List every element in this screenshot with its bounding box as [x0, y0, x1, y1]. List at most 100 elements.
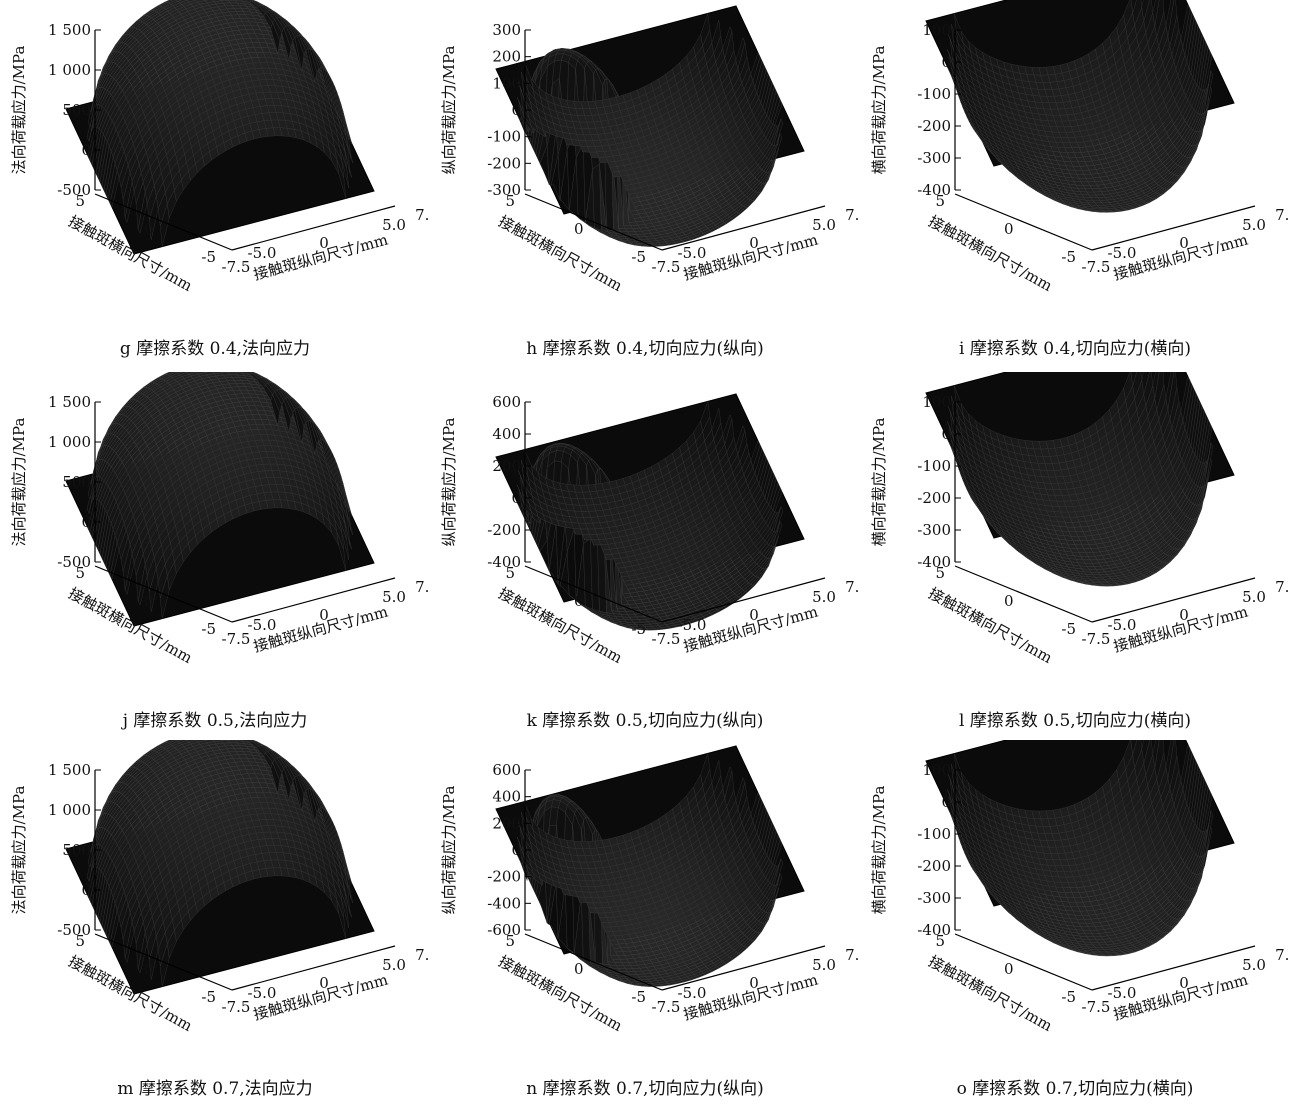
z-axis-label: 纵向荷载应力/MPa — [440, 786, 458, 915]
x-tick-label: -7.5 — [1082, 630, 1111, 648]
y-tick-label: 5 — [505, 564, 515, 582]
z-tick-label: 500 — [62, 473, 91, 491]
z-tick-label: 0 — [81, 881, 91, 899]
caption-m: m 摩擦系数 0.7,法向应力 — [0, 1074, 430, 1099]
x-tick-label: -5.0 — [248, 244, 277, 262]
z-tick-label: 200 — [492, 814, 521, 832]
z-tick-label: 1 000 — [48, 61, 91, 79]
z-tick-label: -500 — [57, 553, 91, 571]
z-tick-label: -500 — [57, 921, 91, 939]
y-tick-label: -5 — [201, 248, 216, 266]
x-tick-label: 7.5 — [845, 946, 860, 964]
x-tick-label: -7.5 — [222, 258, 251, 276]
x-tick-label: -7.5 — [222, 998, 251, 1016]
z-tick-label: 100 — [922, 393, 951, 411]
y-axis-label: 接触斑横向尺寸/mm — [925, 952, 1055, 1035]
x-tick-label: -7.5 — [652, 998, 681, 1016]
z-tick-label: 600 — [492, 761, 521, 779]
z-axis-label: 横向荷载应力/MPa — [870, 418, 888, 547]
z-tick-label: 1 500 — [48, 761, 91, 779]
x-tick-label: -5.0 — [1108, 244, 1137, 262]
caption-j: j 摩擦系数 0.5,法向应力 — [0, 706, 430, 731]
x-tick-label: 5.0 — [1242, 216, 1266, 234]
z-tick-label: 0 — [511, 841, 521, 859]
z-tick-label: 0 — [941, 793, 951, 811]
x-tick-label: -5.0 — [1108, 984, 1137, 1002]
caption-h: h 摩擦系数 0.4,切向应力(纵向) — [430, 334, 860, 359]
y-tick-label: 5 — [935, 932, 945, 950]
z-axis-label: 法向荷载应力/MPa — [10, 786, 28, 915]
y-tick-label: -5 — [1061, 988, 1076, 1006]
y-tick-label: 0 — [144, 592, 154, 610]
z-axis-label: 横向荷载应力/MPa — [870, 786, 888, 915]
z-tick-label: -200 — [917, 489, 951, 507]
z-tick-label: -400 — [487, 553, 521, 571]
z-tick-label: 0 — [941, 53, 951, 71]
z-tick-label: 0 — [81, 513, 91, 531]
y-tick-label: 5 — [75, 192, 85, 210]
surface-plot-l: 1000-100-200-300-400横向荷载应力/MPa50-5接触斑横向尺… — [860, 372, 1289, 702]
x-tick-label: 7.5 — [1275, 206, 1289, 224]
caption-n: n 摩擦系数 0.7,切向应力(纵向) — [430, 1074, 860, 1099]
z-tick-label: -400 — [917, 553, 951, 571]
z-axis-label: 法向荷载应力/MPa — [10, 46, 28, 175]
z-tick-label: 100 — [922, 761, 951, 779]
x-tick-label: 7.5 — [415, 206, 430, 224]
y-tick-label: -5 — [1061, 248, 1076, 266]
z-tick-label: -200 — [487, 868, 521, 886]
x-tick-label: 5.0 — [1242, 956, 1266, 974]
z-tick-label: -100 — [917, 457, 951, 475]
y-tick-label: 5 — [505, 192, 515, 210]
z-tick-label: 0 — [511, 101, 521, 119]
x-tick-label: -7.5 — [652, 258, 681, 276]
x-tick-label: 7.5 — [415, 578, 430, 596]
z-tick-label: 0 — [511, 489, 521, 507]
z-tick-label: -300 — [917, 521, 951, 539]
z-tick-label: -400 — [487, 894, 521, 912]
z-tick-label: 200 — [492, 48, 521, 66]
y-tick-label: -5 — [1061, 620, 1076, 638]
surface-plot-n: 6004002000-200-400-600纵向荷载应力/MPa50-5接触斑横… — [430, 740, 860, 1070]
caption-k: k 摩擦系数 0.5,切向应力(纵向) — [430, 706, 860, 731]
z-tick-label: 300 — [492, 21, 521, 39]
z-tick-label: 0 — [941, 425, 951, 443]
z-tick-label: -500 — [57, 181, 91, 199]
x-tick-label: 7.5 — [1275, 946, 1289, 964]
z-tick-label: 1 000 — [48, 433, 91, 451]
z-tick-label: -100 — [487, 128, 521, 146]
z-tick-label: -400 — [917, 921, 951, 939]
z-tick-label: 100 — [922, 21, 951, 39]
z-tick-label: 100 — [492, 74, 521, 92]
z-tick-label: -300 — [917, 149, 951, 167]
y-tick-label: 0 — [574, 220, 584, 238]
y-tick-label: 0 — [1004, 220, 1014, 238]
z-tick-label: 600 — [492, 393, 521, 411]
z-axis-label: 纵向荷载应力/MPa — [440, 418, 458, 547]
z-tick-label: 200 — [492, 457, 521, 475]
y-tick-label: 0 — [144, 960, 154, 978]
y-axis-label: 接触斑横向尺寸/mm — [925, 584, 1055, 667]
x-tick-label: 5.0 — [812, 956, 836, 974]
y-tick-label: -5 — [201, 988, 216, 1006]
y-tick-label: -5 — [631, 620, 646, 638]
x-tick-label: 7.5 — [845, 578, 860, 596]
z-tick-label: 0 — [81, 141, 91, 159]
y-tick-label: 5 — [75, 564, 85, 582]
caption-g: g 摩擦系数 0.4,法向应力 — [0, 334, 430, 359]
x-tick-label: -7.5 — [1082, 998, 1111, 1016]
x-tick-label: -7.5 — [652, 630, 681, 648]
z-tick-label: -600 — [487, 921, 521, 939]
surface-plot-o: 1000-100-200-300-400横向荷载应力/MPa50-5接触斑横向尺… — [860, 740, 1289, 1070]
z-tick-label: 500 — [62, 101, 91, 119]
y-tick-label: 5 — [935, 564, 945, 582]
